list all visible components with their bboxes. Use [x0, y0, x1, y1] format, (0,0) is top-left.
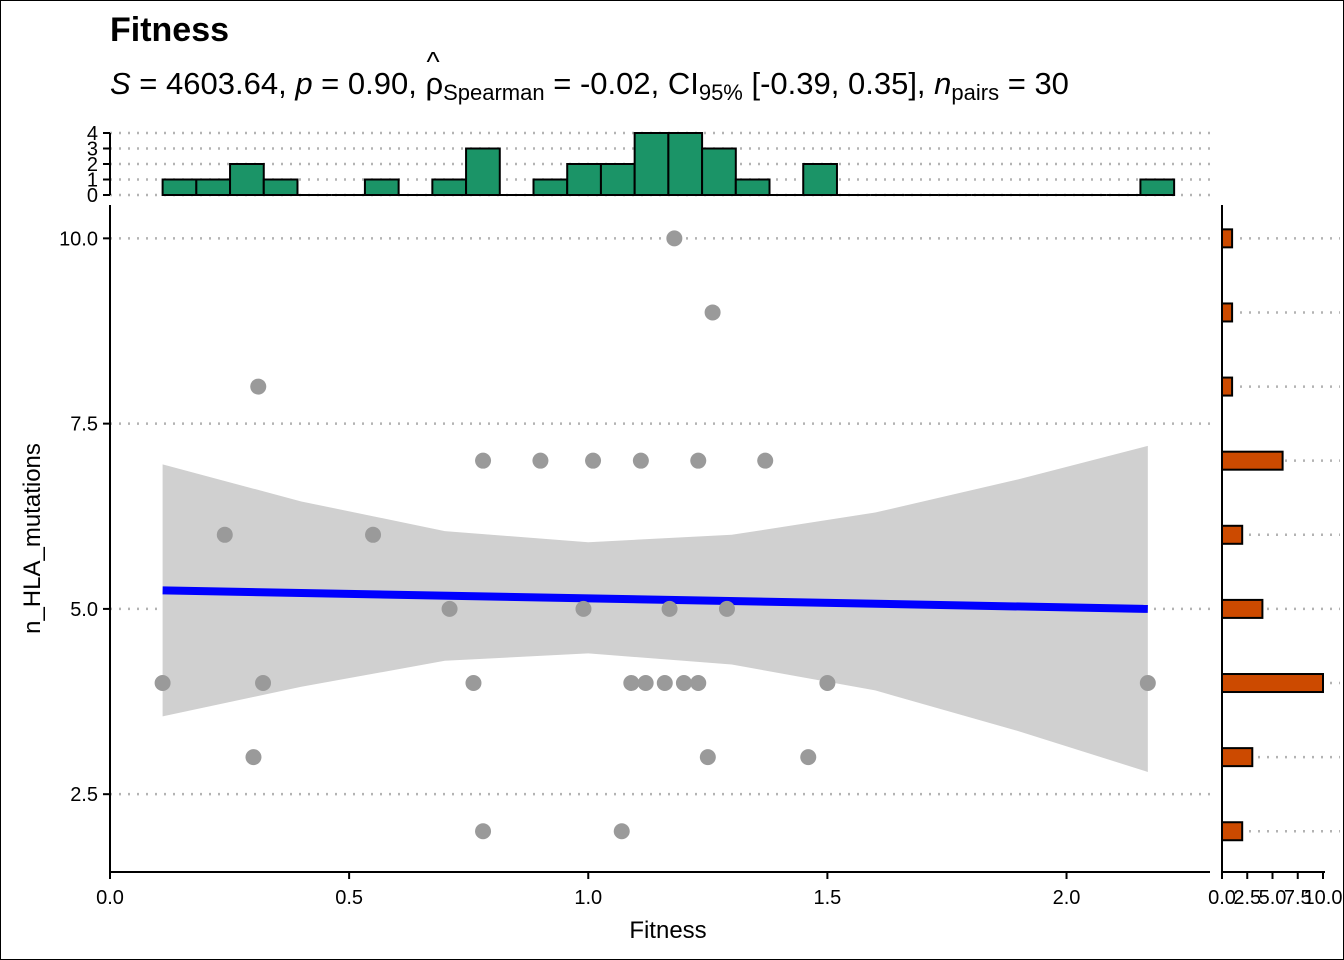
data-point [475, 823, 492, 840]
p-symbol: p [295, 66, 313, 101]
top-hist-bar [633, 132, 670, 196]
n-subscript: pairs [951, 80, 1000, 105]
data-point [704, 304, 721, 321]
right-hist-x-tick-label: 7.5 [1284, 887, 1312, 909]
ci-subscript: 95% [698, 80, 743, 105]
data-point [216, 526, 233, 543]
data-point [757, 452, 774, 469]
data-point [365, 526, 382, 543]
confidence-band [162, 445, 1148, 772]
data-point [661, 600, 678, 617]
right-hist-x-tick-label: 5.0 [1259, 887, 1287, 909]
data-point [585, 452, 602, 469]
y-tick-label: 2.5 [70, 784, 98, 806]
data-point [675, 675, 692, 692]
top-hist-bar [363, 178, 400, 196]
right-hist-x-tick-label: 0.0 [1208, 887, 1236, 909]
data-point [699, 749, 716, 766]
top-hist-bar [1139, 178, 1176, 196]
data-point [637, 675, 654, 692]
top-hist-bar [599, 163, 636, 196]
top-hist-bar [465, 147, 501, 196]
data-point [800, 749, 817, 766]
x-tick-label: 0.0 [96, 887, 124, 909]
top-hist-y-tick-label: 4 [87, 123, 98, 145]
top-hist-bar [195, 178, 232, 196]
y-tick-label: 10.0 [59, 228, 98, 250]
data-point [690, 452, 707, 469]
top-hist-bar [566, 163, 602, 196]
data-point [475, 452, 492, 469]
data-point [613, 823, 630, 840]
ci-value: [-0.39, 0.35], [742, 66, 935, 101]
s-value: = 4603.64, [130, 66, 296, 101]
right-hist-bar [1221, 821, 1244, 842]
x-tick-label: 2.0 [1053, 887, 1081, 909]
n-symbol: n [934, 66, 952, 101]
x-tick-label: 1.5 [813, 887, 841, 909]
data-point [532, 452, 549, 469]
right-hist-bar [1221, 673, 1324, 694]
right-hist-bar [1221, 524, 1244, 545]
y-axis-label: n_HLA_mutations [19, 443, 46, 634]
rho-hat: ^ [426, 46, 440, 77]
top-hist-bar [229, 163, 265, 196]
data-point [250, 378, 267, 395]
data-point [255, 675, 272, 692]
data-point [718, 600, 735, 617]
top-hist-bar [802, 163, 838, 196]
top-hist-bar [532, 178, 569, 196]
top-hist-bar [161, 178, 198, 196]
rho-value: = -0.02, CI [544, 66, 699, 101]
top-hist-bar [734, 178, 771, 196]
right-hist-bar [1221, 747, 1254, 768]
right-hist-bar [1221, 228, 1234, 249]
data-point [819, 675, 836, 692]
right-hist-bar [1221, 376, 1234, 397]
right-hist-bar [1221, 302, 1234, 323]
right-hist-x-tick-label: 2.5 [1233, 887, 1261, 909]
top-hist-y-tick-label: 1 [87, 170, 98, 192]
right-hist-bar [1221, 450, 1284, 471]
data-point [441, 600, 458, 617]
top-hist-y-tick-label: 3 [87, 139, 98, 161]
plot-title: Fitness [110, 11, 230, 49]
top-hist-y-tick-label: 0 [87, 185, 98, 207]
x-tick-label: 0.5 [335, 887, 363, 909]
data-point [1139, 675, 1156, 692]
x-axis-label: Fitness [629, 917, 706, 944]
data-point [656, 675, 673, 692]
right-hist-bar [1221, 598, 1264, 619]
top-hist-bar [667, 132, 704, 196]
rho-subscript: Spearman [443, 80, 545, 105]
data-point [623, 675, 640, 692]
data-point [666, 230, 683, 247]
data-point [465, 675, 482, 692]
top-hist-bar [431, 178, 468, 196]
y-tick-label: 7.5 [70, 414, 98, 436]
right-hist-x-tick-label: 10.0 [1304, 887, 1343, 909]
p-value: = 0.90, [312, 66, 426, 101]
top-hist-y-tick-label: 2 [87, 154, 98, 176]
top-hist-bar [701, 147, 737, 196]
y-tick-label: 5.0 [70, 599, 98, 621]
n-value: = 30 [999, 66, 1069, 101]
regression-line [162, 586, 1148, 613]
data-point [632, 452, 649, 469]
data-point [245, 749, 262, 766]
rho-symbol: ^ ρ [425, 48, 444, 106]
rho-letter: ρ [425, 66, 444, 101]
top-hist-bar [262, 178, 299, 196]
data-point [575, 600, 592, 617]
x-tick-label: 1.0 [574, 887, 602, 909]
s-symbol: S [110, 66, 131, 101]
data-point [154, 675, 171, 692]
data-point [690, 675, 707, 692]
plot-subtitle: S = 4603.64, p = 0.90, ^ ρSpearman = -0.0… [110, 48, 1069, 106]
